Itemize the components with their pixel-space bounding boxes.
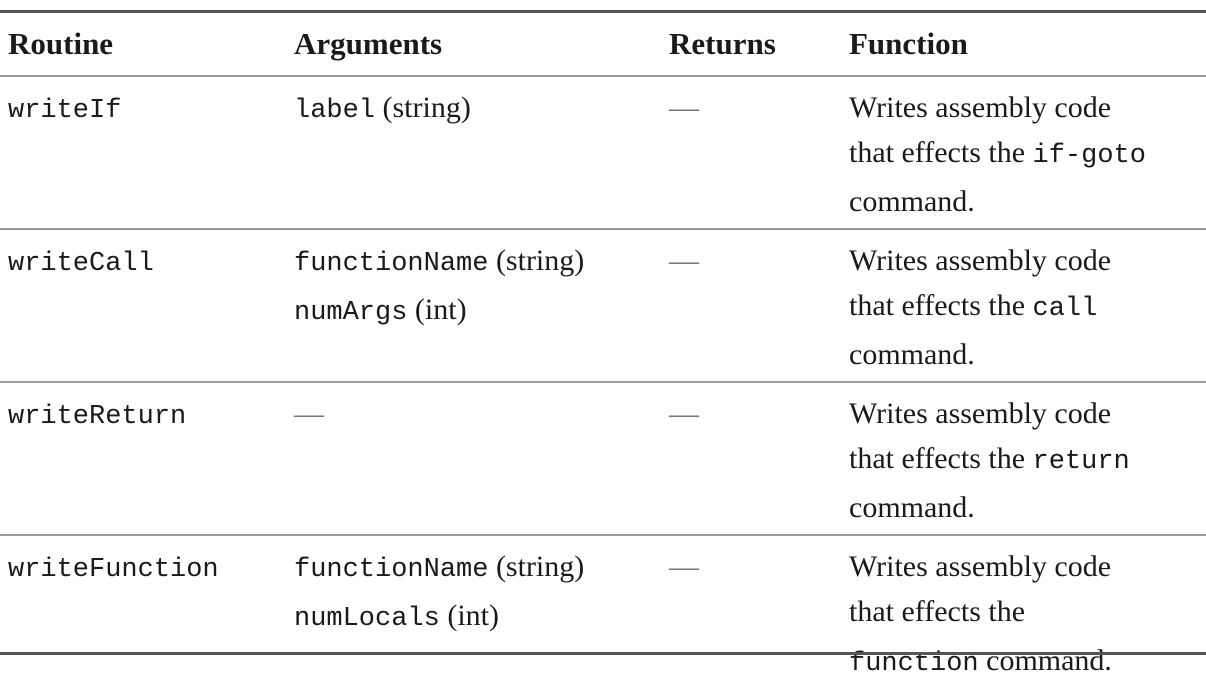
header-function: Function: [835, 13, 1206, 77]
desc-line: command.: [849, 332, 1206, 381]
routine-cell: writeIf: [0, 76, 288, 230]
arguments-cell: label (string): [288, 76, 663, 230]
desc-line: that effects the call: [849, 283, 1206, 332]
desc-line: Writes assembly code: [849, 244, 1112, 277]
function-cell: Writes assembly code that effects the fu…: [835, 535, 1206, 687]
returns-value: —: [669, 550, 699, 583]
header-routine: Routine: [0, 13, 288, 77]
table-row: writeFunction functionName (string) numL…: [0, 535, 1206, 687]
argument-type: (string): [382, 91, 471, 124]
desc-line: that effects the return: [849, 436, 1206, 485]
desc-text: that effects the: [849, 595, 1026, 628]
returns-cell: —: [663, 229, 835, 383]
returns-value: —: [669, 91, 699, 124]
desc-line: that effects the if-goto: [849, 130, 1206, 179]
routine-cell: writeReturn: [0, 382, 288, 536]
routine-name: writeCall: [8, 249, 154, 279]
arguments-cell: functionName (string) numArgs (int): [288, 229, 663, 383]
routine-name: writeReturn: [8, 402, 187, 432]
header-row: Routine Arguments Returns Function: [0, 13, 1206, 77]
desc-line: function command.: [849, 638, 1206, 687]
argument-line: label (string): [294, 85, 663, 134]
arguments-value: —: [294, 397, 324, 430]
arguments-cell: —: [288, 382, 663, 536]
table-row: writeCall functionName (string) numArgs …: [0, 229, 1206, 383]
routine-cell: writeFunction: [0, 535, 288, 687]
header-arguments: Arguments: [288, 13, 663, 77]
argument-type: (int): [414, 293, 467, 326]
desc-text: that effects the: [849, 442, 1033, 475]
returns-value: —: [669, 244, 699, 277]
returns-cell: —: [663, 535, 835, 687]
argument-line: numLocals (int): [294, 593, 663, 642]
routine-table: Routine Arguments Returns Function write…: [0, 13, 1206, 687]
desc-code: if-goto: [1032, 141, 1146, 171]
routine-name: writeIf: [8, 96, 122, 126]
function-cell: Writes assembly code that effects the if…: [835, 76, 1206, 230]
table-bottom-rule: [0, 652, 1206, 655]
argument-name: functionName: [294, 249, 489, 279]
desc-line: Writes assembly code: [849, 91, 1112, 124]
argument-type: (int): [447, 599, 499, 632]
desc-line: command.: [849, 485, 1206, 534]
table-row: writeReturn — — Writes assembly code tha…: [0, 382, 1206, 536]
argument-name: numArgs: [294, 298, 408, 328]
table-row: writeIf label (string) — Writes assembly…: [0, 76, 1206, 230]
argument-name: label: [294, 96, 376, 126]
argument-type: (string): [495, 550, 585, 583]
routine-cell: writeCall: [0, 229, 288, 383]
desc-line: Writes assembly code: [849, 550, 1112, 583]
argument-line: numArgs (int): [294, 287, 663, 336]
desc-text: command.: [849, 491, 975, 524]
argument-type: (string): [495, 244, 585, 277]
function-cell: Writes assembly code that effects the ca…: [835, 229, 1206, 383]
desc-text: command.: [978, 644, 1112, 677]
argument-name: numLocals: [294, 604, 440, 634]
function-cell: Writes assembly code that effects the re…: [835, 382, 1206, 536]
desc-code: call: [1032, 294, 1098, 324]
desc-text: command.: [849, 338, 975, 371]
desc-text: that effects the: [849, 136, 1033, 169]
argument-line: functionName (string): [294, 238, 663, 287]
desc-text: that effects the: [849, 289, 1033, 322]
desc-line: Writes assembly code: [849, 397, 1112, 430]
desc-line: that effects the: [849, 589, 1206, 638]
returns-cell: —: [663, 76, 835, 230]
argument-name: functionName: [294, 555, 489, 585]
table-top-rule: [0, 10, 1206, 13]
routine-name: writeFunction: [8, 555, 219, 585]
returns-value: —: [669, 397, 699, 430]
returns-cell: —: [663, 382, 835, 536]
desc-code: return: [1032, 447, 1130, 477]
argument-line: functionName (string): [294, 544, 663, 593]
header-returns: Returns: [663, 13, 835, 77]
desc-line: command.: [849, 179, 1206, 228]
desc-text: command.: [849, 185, 975, 218]
arguments-cell: functionName (string) numLocals (int): [288, 535, 663, 687]
